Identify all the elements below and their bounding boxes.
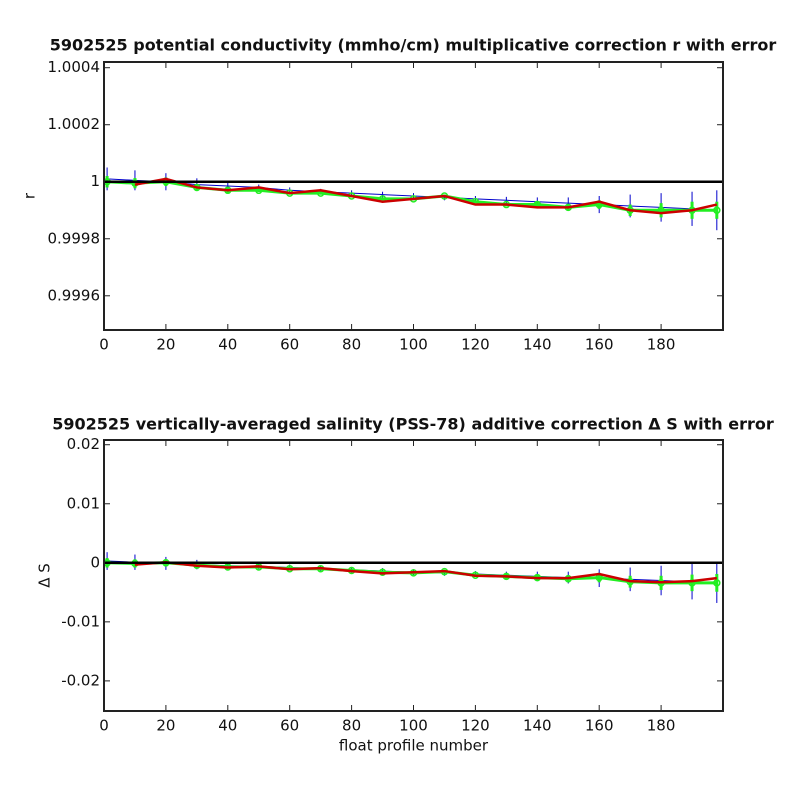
- x-tick-label: 60: [280, 717, 299, 735]
- x-tick-label: 180: [647, 336, 676, 354]
- y-axis-label: r: [21, 192, 39, 199]
- raw-line: [134, 177, 718, 215]
- chart-title: 5902525 vertically-averaged salinity (PS…: [52, 415, 774, 434]
- y-tick-label: 1.0004: [48, 58, 101, 76]
- marker: [713, 206, 721, 215]
- x-tick-label: 100: [399, 336, 428, 354]
- x-tick-label: 60: [280, 336, 299, 354]
- y-tick-label: 0.9998: [48, 229, 101, 247]
- x-tick-label: 140: [523, 336, 552, 354]
- x-tick-label: 40: [218, 336, 237, 354]
- y-tick-label: 1: [90, 172, 100, 190]
- fit-line: [107, 178, 717, 211]
- x-tick-label: 180: [647, 717, 676, 735]
- x-tick-label: 0: [99, 336, 109, 354]
- x-tick-label: 100: [399, 717, 428, 735]
- x-tick-label: 20: [156, 717, 175, 735]
- x-tick-label: 140: [523, 717, 552, 735]
- raw-line: [134, 560, 717, 584]
- y-tick-label: 0: [90, 553, 100, 571]
- y-tick-label: 0.02: [67, 435, 100, 453]
- plot-frame: [103, 61, 724, 331]
- chart-title: 5902525 potential conductivity (mmho/cm)…: [50, 36, 777, 55]
- y-axis-label: Δ S: [36, 563, 54, 588]
- y-tick-label: -0.02: [61, 671, 100, 689]
- marker: [713, 579, 721, 587]
- x-tick-label: 120: [461, 336, 490, 354]
- y-tick-label: -0.01: [61, 612, 100, 630]
- x-tick-label: 80: [342, 717, 361, 735]
- x-tick-label: 40: [218, 717, 237, 735]
- x-tick-label: 160: [585, 717, 614, 735]
- x-axis-label: float profile number: [339, 737, 489, 755]
- plot-frame: [103, 439, 724, 712]
- x-tick-label: 0: [99, 717, 109, 735]
- x-tick-label: 120: [461, 717, 490, 735]
- y-tick-label: 0.01: [67, 494, 100, 512]
- x-tick-label: 160: [585, 336, 614, 354]
- y-tick-label: 0.9996: [48, 286, 101, 304]
- y-tick-label: 1.0002: [48, 115, 101, 133]
- x-tick-label: 80: [342, 336, 361, 354]
- x-tick-label: 20: [156, 336, 175, 354]
